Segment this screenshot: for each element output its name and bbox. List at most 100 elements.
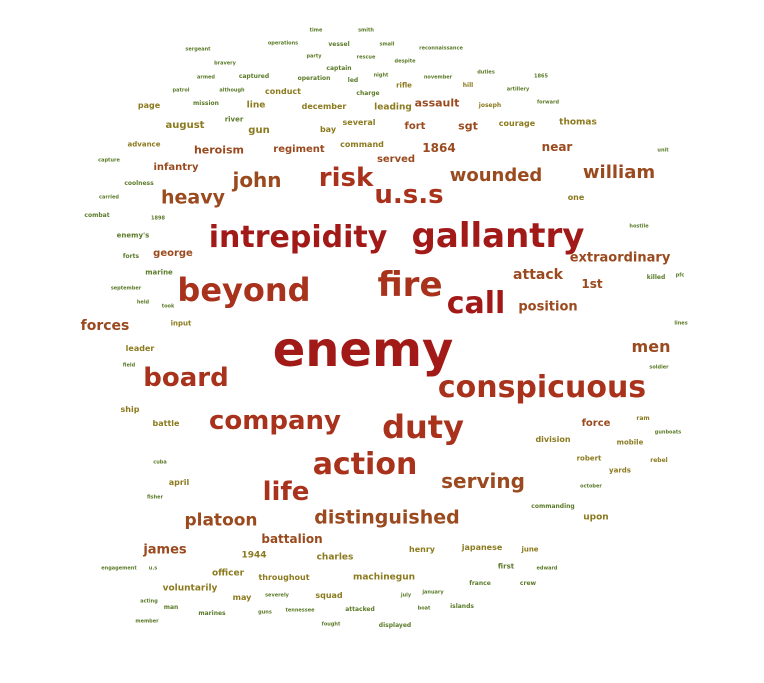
cloud-word: extraordinary [569, 250, 671, 266]
cloud-word: leader [125, 344, 155, 353]
cloud-word: squad [315, 591, 343, 600]
cloud-word: battle [152, 419, 180, 428]
cloud-word: cuba [153, 459, 167, 466]
cloud-word: night [373, 72, 389, 79]
cloud-word: reconnaissance [419, 45, 463, 52]
cloud-word: advance [127, 140, 161, 149]
cloud-word: attack [513, 267, 563, 283]
cloud-word: forces [80, 318, 130, 334]
cloud-word: duties [477, 69, 495, 76]
cloud-word: henry [409, 545, 435, 554]
cloud-word: patrol [172, 87, 190, 94]
cloud-word: assault [414, 96, 460, 110]
cloud-word: although [219, 87, 245, 94]
cloud-word: one [567, 193, 585, 202]
cloud-word: distinguished [314, 506, 460, 529]
cloud-word: commanding [531, 503, 575, 510]
cloud-word: may [232, 593, 252, 602]
cloud-word: july [400, 592, 412, 599]
cloud-word: conspicuous [437, 370, 647, 405]
cloud-word: took [161, 303, 175, 310]
cloud-word: operations [267, 40, 299, 47]
cloud-word: coolness [124, 180, 154, 187]
cloud-word: operation [297, 75, 331, 82]
cloud-word: enemy [272, 322, 454, 378]
cloud-word: engagement [101, 565, 137, 572]
cloud-word: october [580, 483, 602, 490]
cloud-word: killed [646, 274, 666, 281]
cloud-word: courage [498, 119, 536, 128]
cloud-word: beyond [177, 271, 311, 309]
cloud-word: throughout [258, 573, 310, 582]
cloud-word: 1865 [534, 73, 548, 80]
cloud-word: heroism [193, 143, 245, 157]
cloud-word: june [521, 545, 539, 554]
cloud-word: regiment [273, 144, 325, 155]
cloud-word: charge [356, 90, 380, 97]
cloud-word: hostile [629, 223, 649, 230]
cloud-word: board [143, 363, 229, 393]
cloud-word: displayed [378, 622, 412, 629]
cloud-word: force [581, 418, 611, 429]
cloud-word: charles [316, 552, 354, 563]
cloud-word: river [224, 115, 244, 124]
cloud-word: rifle [396, 81, 412, 90]
cloud-word: position [518, 299, 578, 315]
cloud-word: served [376, 154, 416, 165]
cloud-word: pfc [675, 272, 685, 279]
cloud-word: battalion [261, 532, 323, 546]
cloud-word: crew [519, 580, 537, 587]
cloud-word: boat [417, 605, 431, 612]
cloud-word: command [340, 140, 384, 149]
cloud-word: acting [140, 598, 158, 605]
cloud-word: soldier [649, 364, 669, 371]
cloud-word: george [153, 248, 193, 259]
cloud-word: forts [122, 253, 140, 260]
cloud-word: 1st [581, 277, 603, 291]
cloud-word: fisher [146, 494, 164, 501]
cloud-word: john [232, 168, 282, 192]
cloud-word: edward [536, 565, 558, 572]
cloud-word: november [423, 74, 453, 81]
cloud-word: duty [382, 408, 464, 446]
cloud-word: man [163, 604, 179, 611]
cloud-word: sergeant [185, 46, 211, 53]
cloud-word: intrepidity [208, 220, 388, 255]
cloud-word: marines [198, 610, 226, 617]
cloud-word: risk [318, 163, 374, 193]
cloud-word: time [309, 27, 323, 34]
cloud-word: u.s.s [374, 180, 444, 210]
cloud-word: bravery [214, 60, 236, 67]
cloud-word: hill [462, 82, 474, 89]
cloud-word: japanese [461, 543, 503, 552]
cloud-word: forward [536, 99, 560, 106]
cloud-word: first [497, 562, 515, 571]
cloud-word: james [143, 542, 187, 558]
cloud-word: carried [99, 194, 119, 201]
cloud-word: unit [657, 147, 669, 154]
cloud-word: bay [319, 125, 337, 134]
cloud-word: enemy's [116, 231, 150, 240]
cloud-word: april [168, 478, 190, 487]
cloud-word: division [535, 435, 571, 444]
cloud-word: marine [145, 268, 173, 277]
cloud-word: robert [576, 454, 602, 463]
cloud-word: action [312, 447, 418, 482]
cloud-word: september [110, 285, 142, 292]
cloud-word: yards [609, 466, 631, 475]
cloud-word: held [136, 299, 150, 306]
cloud-word: thomas [559, 117, 597, 128]
cloud-word: heavy [160, 186, 226, 209]
cloud-word: rescue [356, 54, 376, 61]
cloud-word: sgt [458, 119, 478, 133]
cloud-word: 1898 [151, 215, 165, 222]
cloud-word: u.s [148, 565, 158, 572]
cloud-word: december [301, 102, 347, 111]
cloud-word: mission [193, 100, 219, 107]
cloud-word: 1944 [241, 550, 267, 561]
cloud-word: field [122, 362, 136, 369]
cloud-word: fort [404, 121, 426, 132]
cloud-word: infantry [153, 162, 199, 173]
cloud-word: conduct [265, 87, 301, 96]
